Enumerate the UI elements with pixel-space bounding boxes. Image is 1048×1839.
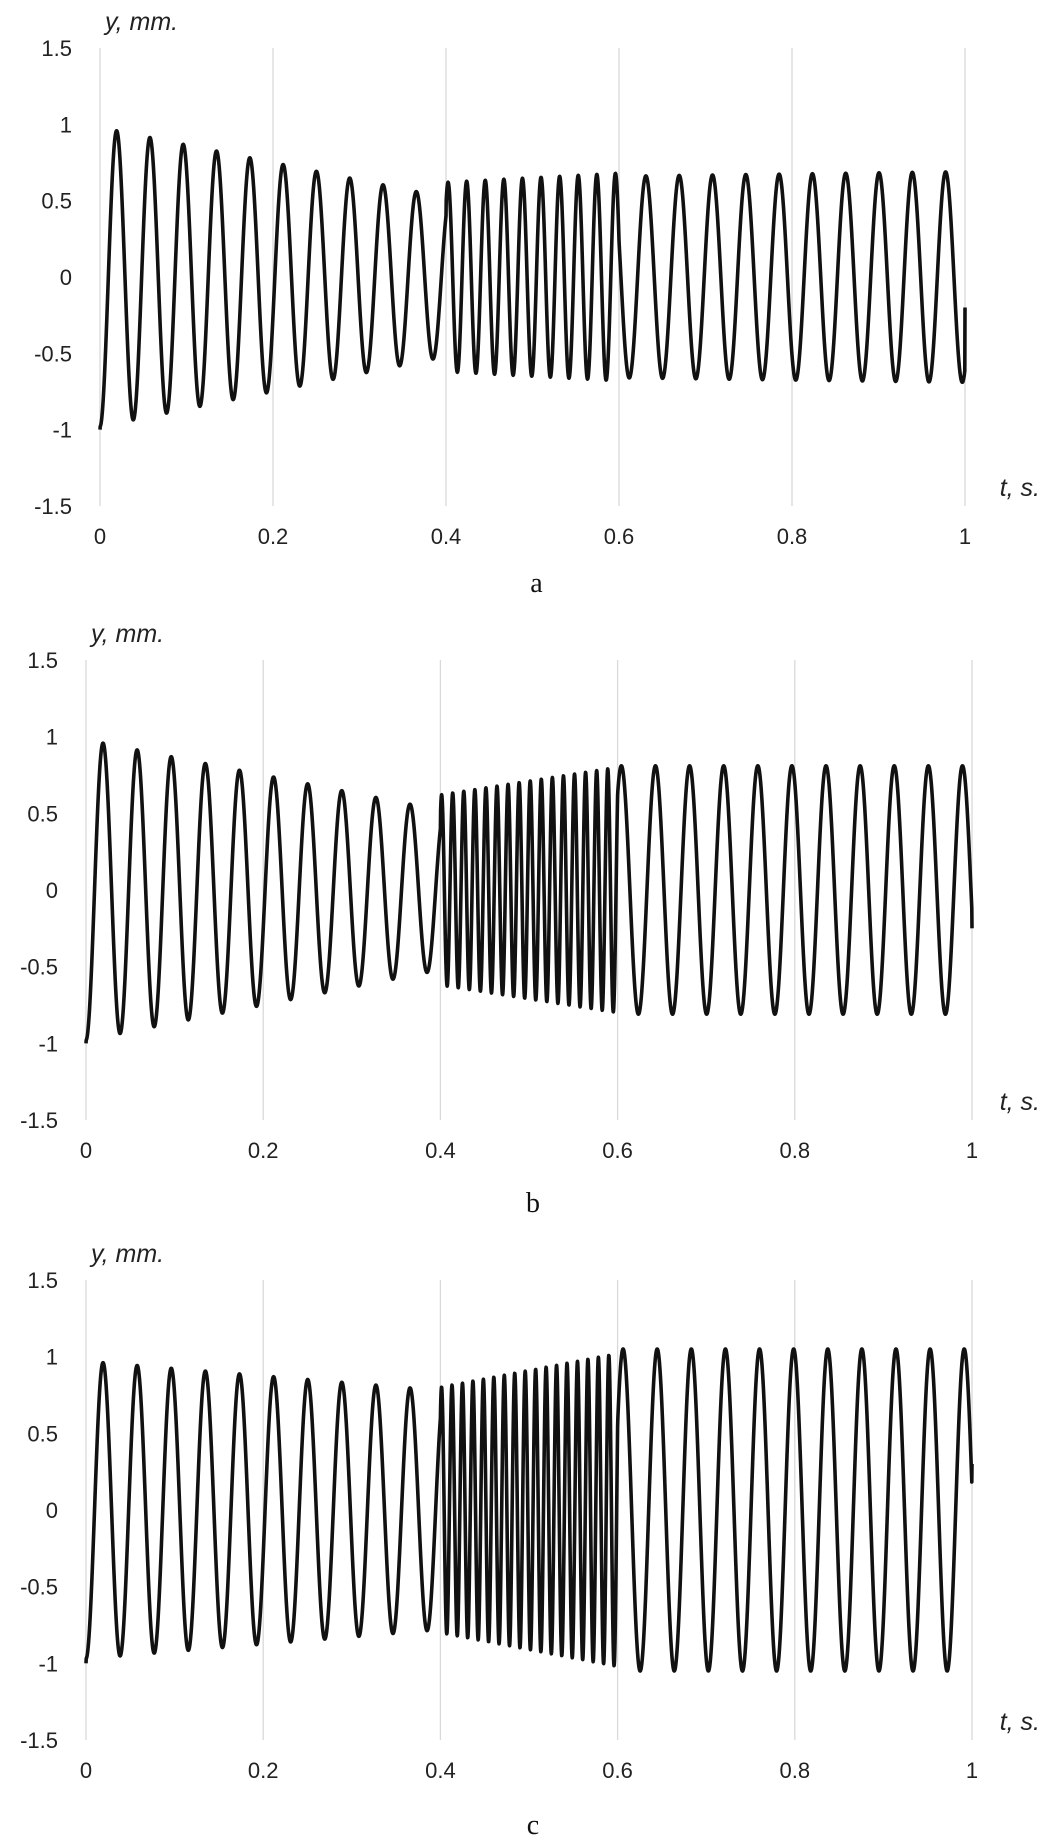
y-tick-label: 0.5	[27, 1421, 58, 1446]
x-tick-label: 0	[94, 524, 106, 549]
panel-caption: b	[526, 1188, 540, 1219]
y-tick-label: 1.5	[41, 36, 72, 61]
x-tick-label: 0.2	[248, 1138, 279, 1163]
y-tick-label: 0	[46, 1498, 58, 1523]
x-tick-label: 0.8	[780, 1138, 811, 1163]
panel-caption: a	[530, 568, 543, 599]
x-axis-label: t, s.	[1000, 474, 1040, 502]
y-tick-label: -1.5	[20, 1108, 58, 1133]
series-line	[84, 741, 974, 1044]
y-tick-label: 0	[60, 265, 72, 290]
chart-panel-a: 0 0.2 0.4 0.6 0.8 1 1.5 1 0.5 0 -0.5 -1 -1.5 y, mm. t,…	[34, 8, 1040, 599]
x-tick-label: 1	[959, 524, 971, 549]
x-tick-label: 0	[80, 1138, 92, 1163]
y-tick-label: -1.5	[34, 494, 72, 519]
panel-caption: c	[527, 1810, 539, 1839]
y-tick-label: 1.5	[27, 1268, 58, 1293]
y-tick-label: 0.5	[27, 801, 58, 826]
x-axis-label: t, s.	[1000, 1088, 1040, 1116]
y-axis-label: y, mm.	[103, 8, 178, 36]
x-tick-label: 0.2	[248, 1758, 279, 1783]
chart-panel-c: 0 0.2 0.4 0.6 0.8 1 1.5 1 0.5 0 -0.5 -1 -1.5 y, mm. t,…	[20, 1240, 1040, 1839]
y-tick-label: 1	[46, 725, 58, 750]
x-tick-label: 0.6	[602, 1758, 633, 1783]
x-tick-label: 0.4	[425, 1138, 456, 1163]
x-tick-label: 1	[966, 1138, 978, 1163]
y-tick-label: -1	[38, 1651, 58, 1676]
x-tick-label: 0.4	[431, 524, 462, 549]
y-tick-label: 0	[46, 878, 58, 903]
x-tick-label: 0.8	[777, 524, 808, 549]
x-tick-label: 1	[966, 1758, 978, 1783]
y-tick-label: 1	[46, 1345, 58, 1370]
y-tick-label: -1	[38, 1031, 58, 1056]
y-axis-label: y, mm.	[89, 620, 164, 648]
y-tick-label: -0.5	[34, 341, 72, 366]
x-tick-label: 0.6	[604, 524, 635, 549]
y-tick-label: -1.5	[20, 1728, 58, 1753]
series-line	[98, 128, 967, 430]
series-line	[84, 1347, 974, 1673]
x-tick-label: 0.8	[780, 1758, 811, 1783]
y-tick-label: 0.5	[41, 189, 72, 214]
x-tick-label: 0.4	[425, 1758, 456, 1783]
y-tick-label: 1	[60, 112, 72, 137]
y-tick-label: 1.5	[27, 648, 58, 673]
x-tick-label: 0	[80, 1758, 92, 1783]
y-tick-label: -0.5	[20, 955, 58, 980]
x-axis-label: t, s.	[1000, 1708, 1040, 1736]
y-tick-label: -0.5	[20, 1575, 58, 1600]
x-tick-label: 0.2	[258, 524, 289, 549]
y-tick-label: -1	[52, 418, 72, 443]
y-axis-label: y, mm.	[89, 1240, 164, 1268]
chart-panel-b: 0 0.2 0.4 0.6 0.8 1 1.5 1 0.5 0 -0.5 -1 -1.5 y, mm. t,…	[20, 620, 1040, 1219]
x-tick-label: 0.6	[602, 1138, 633, 1163]
